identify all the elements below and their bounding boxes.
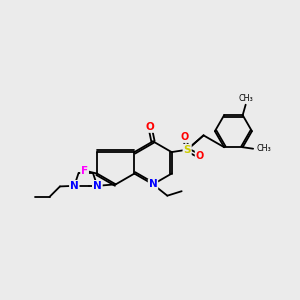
Text: CH₃: CH₃ xyxy=(238,94,253,103)
Text: F: F xyxy=(81,166,88,176)
Text: CH₃: CH₃ xyxy=(257,144,272,153)
Text: N: N xyxy=(148,179,158,189)
Text: N: N xyxy=(93,181,102,191)
Text: N: N xyxy=(70,181,79,191)
Text: O: O xyxy=(146,122,154,132)
Text: S: S xyxy=(183,145,191,155)
Text: N: N xyxy=(93,181,102,191)
Text: O: O xyxy=(196,151,204,161)
Text: O: O xyxy=(181,132,189,142)
